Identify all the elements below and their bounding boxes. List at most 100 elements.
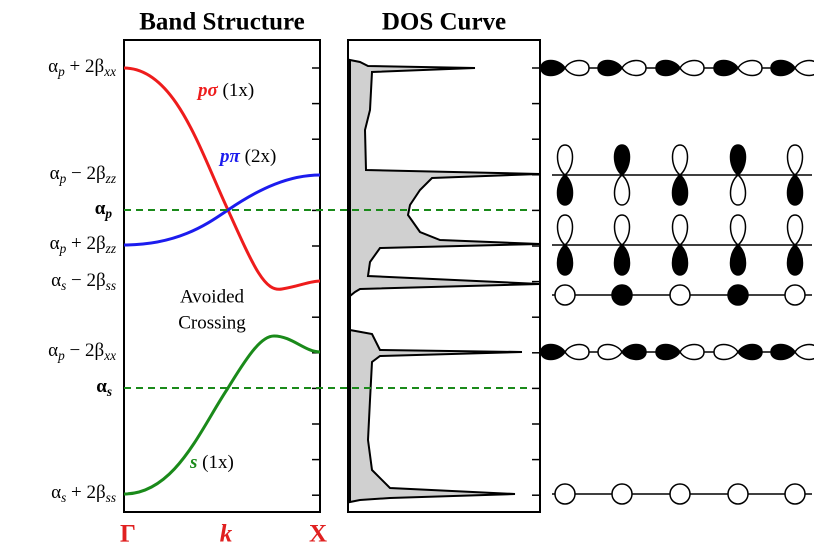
operator: + 2β	[66, 233, 105, 254]
symbol: α	[50, 233, 60, 254]
band-degeneracy: (1x)	[202, 452, 234, 473]
orbital-lobe	[541, 61, 565, 76]
orbital-lobe	[788, 175, 803, 205]
orbital-lobe	[680, 61, 704, 76]
orbital-lobe	[680, 345, 704, 360]
operator: − 2β	[66, 270, 105, 291]
orbital-lobe	[622, 61, 646, 76]
orbital-lobe	[714, 61, 738, 76]
orbital-lobe	[714, 345, 738, 360]
orbital	[728, 484, 748, 504]
band-name: pσ	[196, 80, 219, 101]
orbital-lobe	[673, 215, 688, 245]
symbol: α	[50, 163, 60, 184]
energy-label: αs − 2βss	[51, 270, 116, 293]
orbital-lobe	[565, 345, 589, 360]
band-name: pπ	[218, 146, 241, 167]
dos-curve	[350, 60, 540, 502]
energy-label: αp + 2βxx	[48, 56, 116, 79]
energy-label: αp − 2βzz	[50, 163, 116, 186]
orbital-lobe	[673, 245, 688, 275]
operator: − 2β	[66, 163, 105, 184]
symbol: α	[96, 376, 107, 397]
band-label: pσ (1x)	[196, 80, 254, 101]
orbital-lobe	[598, 345, 622, 360]
orbital-lobe	[731, 245, 746, 275]
subscript: zz	[105, 241, 116, 256]
symbol: α	[48, 56, 58, 77]
figure: Band Structure DOS Curve pσ (1x) pπ (2x)…	[0, 0, 814, 550]
subscript: s	[106, 384, 112, 399]
energy-label: αp − 2βxx	[48, 340, 116, 363]
orbital-lobe	[558, 245, 573, 275]
band-label: s (1x)	[189, 452, 234, 473]
subscript: ss	[106, 278, 116, 293]
operator: + 2β	[65, 56, 104, 77]
band-degeneracy: (1x)	[223, 80, 255, 101]
band-degeneracy: (2x)	[245, 146, 277, 167]
orbital	[555, 285, 575, 305]
band-name: s	[189, 452, 197, 473]
orbital-lobe	[738, 345, 762, 360]
operator: + 2β	[66, 482, 105, 503]
orbital-lobe	[622, 345, 646, 360]
subscript: xx	[103, 348, 116, 363]
orbital-lobe	[673, 175, 688, 205]
annotation: Crossing	[178, 312, 246, 333]
orbital-lobe	[788, 245, 803, 275]
orbital-lobe	[788, 215, 803, 245]
panel-title: Band Structure	[139, 9, 305, 36]
orbital	[555, 484, 575, 504]
orbital-lobe	[615, 175, 630, 205]
k-point: k	[220, 521, 233, 548]
subscript: xx	[103, 64, 116, 79]
symbol: α	[51, 270, 61, 291]
orbital-lobe	[731, 215, 746, 245]
energy-label: αs + 2βss	[51, 482, 116, 505]
orbital-lobe	[558, 175, 573, 205]
orbital-lobe	[541, 345, 565, 360]
energy-label: αp	[95, 198, 113, 221]
orbital-lobe	[656, 61, 680, 76]
orbital-lobe	[558, 215, 573, 245]
orbital-lobe	[565, 61, 589, 76]
energy-label: αs	[96, 376, 112, 399]
subscript: zz	[105, 171, 116, 186]
k-point: Γ	[120, 521, 136, 548]
energy-label: αp + 2βzz	[50, 233, 116, 256]
orbital-lobe	[656, 345, 680, 360]
orbital	[670, 484, 690, 504]
orbital-lobe	[615, 245, 630, 275]
orbital-lobe	[731, 145, 746, 175]
orbital-lobe	[788, 145, 803, 175]
orbital-lobe	[771, 61, 795, 76]
panel-title: DOS Curve	[382, 9, 506, 36]
annotation: Avoided	[180, 286, 245, 307]
orbital-lobe	[771, 345, 795, 360]
orbital-lobe	[795, 345, 814, 360]
subscript: p	[104, 206, 112, 221]
orbital	[670, 285, 690, 305]
orbital-lobe	[598, 61, 622, 76]
orbital	[728, 285, 748, 305]
band-panel	[124, 40, 320, 512]
orbital-lobe	[558, 145, 573, 175]
orbital	[785, 484, 805, 504]
band-label: pπ (2x)	[218, 146, 276, 167]
symbol: α	[51, 482, 61, 503]
orbital	[612, 484, 632, 504]
symbol: α	[95, 198, 106, 219]
orbital-lobe	[738, 61, 762, 76]
k-point: X	[309, 521, 327, 548]
orbital-lobe	[673, 145, 688, 175]
subscript: ss	[106, 490, 116, 505]
operator: − 2β	[65, 340, 104, 361]
orbital-lobe	[615, 215, 630, 245]
orbital-lobe	[731, 175, 746, 205]
orbital	[612, 285, 632, 305]
orbitals	[541, 61, 814, 505]
symbol: α	[48, 340, 58, 361]
orbital	[785, 285, 805, 305]
orbital-lobe	[795, 61, 814, 76]
orbital-lobe	[615, 145, 630, 175]
